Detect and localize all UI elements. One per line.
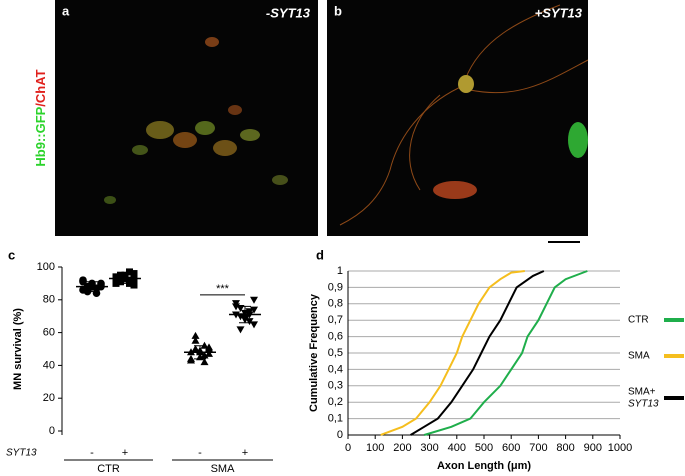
y-tick-label: 0,6 — [328, 331, 343, 343]
x-tick-label: 1000 — [608, 442, 632, 454]
cells — [104, 37, 288, 204]
error-bar — [239, 305, 251, 324]
sign-label: + — [122, 447, 128, 459]
legend-label: SMA+ — [628, 387, 656, 398]
dot — [187, 354, 195, 362]
y-tick-label: 1 — [337, 265, 343, 277]
error-bar — [194, 345, 206, 360]
image-background — [55, 0, 318, 236]
y-tick-label: 0,9 — [328, 281, 343, 293]
x-tick-label: 200 — [393, 442, 411, 454]
x-tick-label: 100 — [366, 442, 384, 454]
dot — [250, 296, 258, 304]
cdf-line — [380, 270, 525, 436]
group-label: CTR — [97, 463, 120, 475]
dot — [92, 289, 101, 298]
y-tick-label: 0,8 — [328, 298, 343, 310]
row-label: SYT13 — [6, 448, 37, 459]
x-tick-label: 900 — [584, 442, 602, 454]
dot — [130, 270, 138, 278]
legend-label: SYT13 — [628, 399, 659, 410]
dot — [191, 345, 200, 352]
x-tick-label: 800 — [556, 442, 574, 454]
y-tick-label: 40 — [43, 359, 55, 371]
dot — [200, 358, 209, 366]
x-tick-label: 300 — [420, 442, 438, 454]
x-tick-label: 400 — [448, 442, 466, 454]
y-tick-label: 0,5 — [328, 347, 343, 359]
y-tick-label: 0,2 — [328, 396, 343, 408]
cell — [458, 75, 474, 93]
sign-label: - — [198, 447, 202, 459]
panel-label: a — [62, 3, 70, 18]
stain-red: /ChAT — [33, 69, 48, 106]
y-tick-label: 20 — [43, 392, 55, 404]
dot — [112, 276, 120, 284]
dot — [79, 276, 87, 284]
x-tick-label: 700 — [529, 442, 547, 454]
group-label: SMA — [211, 463, 236, 475]
dot — [245, 318, 254, 326]
dot — [191, 336, 200, 344]
error-bar — [119, 273, 131, 284]
y-tick-label: 0 — [49, 425, 55, 437]
cell — [433, 181, 477, 199]
cdf-line — [410, 270, 545, 436]
legend-label: CTR — [628, 315, 649, 326]
dot — [232, 303, 240, 311]
y-tick-label: 0,3 — [328, 380, 343, 392]
dot — [250, 321, 258, 329]
dot — [205, 345, 213, 352]
condition-label: -SYT13 — [266, 5, 311, 20]
sign-label: - — [90, 447, 94, 459]
y-tick-label: 100 — [37, 261, 55, 273]
panel-label: d — [316, 247, 324, 262]
cell — [568, 122, 588, 158]
legend-label: SMA — [628, 351, 650, 362]
dot — [200, 351, 209, 359]
x-tick-label: 600 — [502, 442, 520, 454]
dot — [236, 326, 245, 334]
dot — [205, 349, 213, 357]
y-tick-label: 0,4 — [328, 363, 343, 375]
dot — [191, 331, 200, 339]
y-tick-label: 0 — [337, 429, 343, 441]
condition-label: +SYT13 — [535, 5, 583, 20]
micrograph-b: b +SYT13 — [327, 0, 589, 236]
panel-label: b — [334, 3, 342, 18]
stain-label: Hb9::GFP/ChAT — [33, 69, 48, 166]
x-axis-label: Axon Length (μm) — [437, 460, 531, 472]
x-tick-label: 500 — [475, 442, 493, 454]
cdf-line — [423, 270, 588, 436]
y-axis-label: Cumulative Frequency — [308, 293, 320, 412]
dot — [126, 268, 133, 276]
significance-label: *** — [216, 283, 230, 295]
dot — [117, 271, 124, 279]
y-tick-label: 0,1 — [328, 413, 343, 425]
dot — [250, 306, 258, 314]
image-background — [327, 0, 588, 236]
y-tick-label: 60 — [43, 327, 55, 339]
dot — [130, 281, 138, 289]
error-bar — [86, 281, 98, 293]
panel-label: c — [8, 247, 15, 262]
dot — [117, 278, 124, 286]
sign-label: + — [242, 447, 248, 459]
y-tick-label: 80 — [43, 294, 55, 306]
micrograph-a: a -SYT13 — [55, 0, 318, 236]
stain-green: Hb9::GFP — [33, 106, 48, 166]
y-tick-label: 0,7 — [328, 314, 343, 326]
y-axis-label: MN survival (%) — [12, 308, 24, 390]
neurites — [339, 4, 589, 226]
x-tick-label: 0 — [345, 442, 351, 454]
